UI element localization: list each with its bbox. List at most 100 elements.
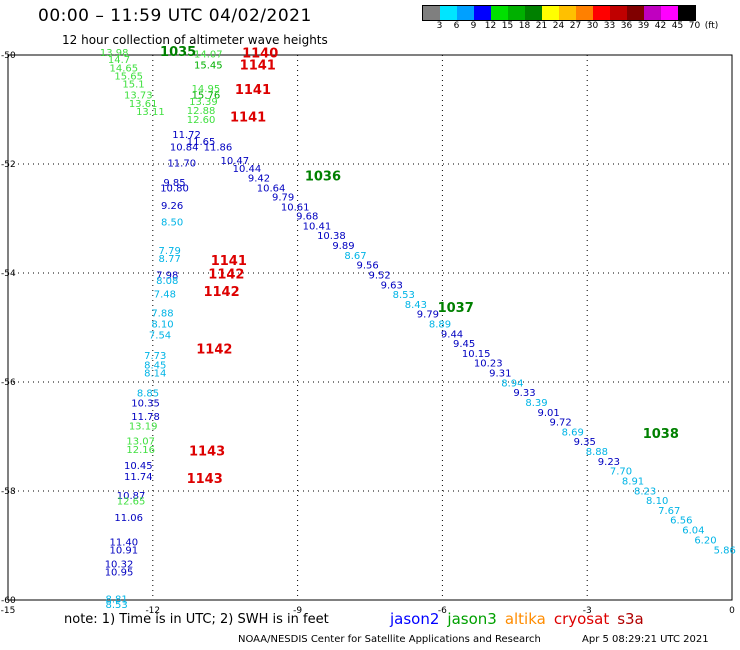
wave-height-label: 14.65	[110, 63, 139, 74]
wave-height-label: 10.38	[317, 231, 346, 242]
satellite-name: cryosat	[553, 610, 610, 628]
legend-label: 27	[569, 21, 582, 31]
satellite-name: jason3	[447, 610, 497, 628]
wave-height-label: 8.67	[344, 251, 366, 262]
wave-height-label: 9.35	[574, 437, 596, 448]
wave-height-label: 9.72	[550, 418, 572, 429]
wave-height-label: 11.65	[187, 137, 216, 148]
y-tick-label: -58	[1, 487, 16, 497]
wave-height-label: 9.79	[417, 310, 439, 321]
wave-height-label: 7.67	[658, 506, 680, 517]
wave-height-label: 9.56	[356, 261, 378, 272]
wave-height-label: 8.39	[525, 398, 547, 409]
legend-label: 70	[688, 21, 701, 31]
legend-swatch	[678, 6, 695, 20]
track-number-label: 1036	[305, 169, 341, 184]
wave-height-label: 11.70	[167, 159, 196, 170]
wave-height-label: 8.88	[586, 447, 608, 458]
legend-swatch	[661, 6, 678, 20]
wave-height-label: 8.69	[562, 427, 584, 438]
wave-height-label: 8.53	[105, 600, 127, 611]
wave-height-label: 10.35	[131, 399, 160, 410]
wave-height-label: 6.56	[670, 516, 692, 527]
legend-label: 12	[484, 21, 497, 31]
legend-label: (ft)	[704, 21, 719, 31]
wave-height-label: 14.95	[192, 84, 221, 95]
legend-label: 36	[620, 21, 633, 31]
wave-height-label: 12.60	[187, 115, 216, 126]
wave-height-label: 9.44	[441, 329, 463, 340]
legend-label: 9	[470, 21, 477, 31]
track-number-label: 1142	[203, 285, 239, 300]
track-number-label: 1141	[230, 110, 266, 125]
legend-swatch	[644, 6, 661, 20]
wave-height-label: 8.91	[622, 476, 644, 487]
legend-label: 21	[535, 21, 548, 31]
wave-height-label: 14.07	[194, 50, 223, 61]
wave-height-label: 11.72	[172, 130, 201, 141]
wave-height-label: 6.04	[682, 526, 704, 537]
wave-height-label: 8.10	[646, 496, 668, 507]
x-tick-label: -3	[583, 606, 592, 616]
color-legend	[422, 5, 696, 21]
track-number-label: 1037	[438, 301, 474, 316]
wave-height-label: 13.73	[124, 91, 153, 102]
y-tick-label: -50	[1, 51, 16, 61]
wave-height-label: 8.23	[634, 486, 656, 497]
wave-height-label: 10.64	[257, 183, 286, 194]
legend-label: 15	[501, 21, 514, 31]
color-legend-labels: 3 6 9 12 15 18 21 24 27 30 33 36 39 42 45 70 (ft)	[422, 21, 732, 35]
wave-height-label: 5.86	[714, 546, 736, 557]
y-tick-label: -52	[1, 160, 16, 170]
x-tick-label: -6	[438, 606, 447, 616]
wave-height-label: 9.42	[248, 173, 270, 184]
track-number-label: 1141	[235, 83, 271, 98]
legend-swatch	[627, 6, 644, 20]
wave-height-label: 13.61	[129, 99, 158, 110]
wave-height-label: 8.77	[159, 254, 181, 265]
wave-height-label: 10.95	[105, 567, 134, 578]
wave-height-label: 6.20	[694, 535, 716, 546]
satellite-name: altika	[504, 610, 546, 628]
wave-height-label: 9.85	[163, 178, 185, 189]
wave-height-label: 9.01	[537, 408, 559, 419]
timestamp: Apr 5 08:29:21 UTC 2021	[582, 634, 709, 645]
wave-height-label: 8.43	[405, 300, 427, 311]
wave-height-label: 7.70	[610, 467, 632, 478]
wave-height-label: 9.31	[489, 369, 511, 380]
legend-swatch	[542, 6, 559, 20]
page-subtitle: 12 hour collection of altimeter wave hei…	[62, 33, 328, 47]
wave-height-label: 10.84	[170, 142, 199, 153]
wave-height-label: 10.32	[105, 559, 134, 570]
legend-swatch	[491, 6, 508, 20]
wave-height-label: 15.1	[122, 80, 144, 91]
wave-height-label: 9.23	[598, 457, 620, 468]
legend-label: 42	[654, 21, 667, 31]
wave-height-label: 13.07	[126, 437, 155, 448]
wave-height-label: 7.54	[149, 330, 171, 341]
wave-height-label: 8.53	[393, 290, 415, 301]
satellite-name: s3a	[617, 610, 644, 628]
wave-height-label: 13.39	[189, 97, 218, 108]
wave-height-label: 13.11	[136, 107, 165, 118]
legend-swatch	[474, 6, 491, 20]
wave-height-label: 14.7	[108, 55, 130, 66]
legend-label: 24	[552, 21, 565, 31]
legend-swatch	[559, 6, 576, 20]
wave-height-label: 10.45	[124, 461, 153, 472]
wave-height-label: 11.40	[110, 538, 139, 549]
y-tick-label: -56	[1, 378, 16, 388]
x-tick-label: 0	[729, 606, 735, 616]
wave-height-label: 10.87	[117, 491, 146, 502]
legend-label: 3	[436, 21, 443, 31]
legend-swatch	[610, 6, 627, 20]
wave-height-label: 8.50	[161, 218, 183, 229]
wave-height-label: 7.98	[156, 270, 178, 281]
legend-label: 30	[586, 21, 599, 31]
wave-height-label: 10.47	[221, 156, 250, 167]
wave-height-label: 10.23	[474, 359, 503, 370]
wave-height-label: 15.65	[114, 72, 143, 83]
wave-height-label: 11.74	[124, 472, 153, 483]
